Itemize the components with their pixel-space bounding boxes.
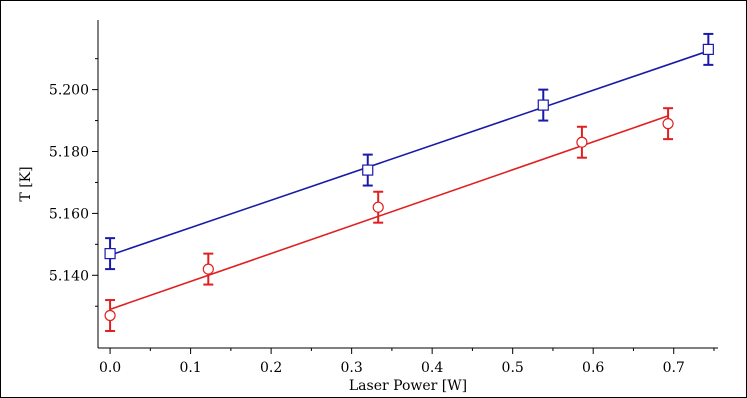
x-tick-label: 0.3 [341, 360, 363, 376]
data-point-square [362, 164, 374, 176]
x-tick-label: 0.7 [663, 360, 685, 376]
fit-lines [109, 50, 709, 311]
x-tick-label: 0.5 [502, 360, 524, 376]
x-axis-label: Laser Power [W] [349, 378, 467, 394]
data-point-circle [372, 201, 384, 213]
x-axis: 0.0 0.1 0.2 0.3 0.4 0.5 0.6 0.7 [99, 348, 715, 376]
y-axis-label: T [K] [18, 166, 34, 201]
x-tick-label: 0.6 [582, 360, 604, 376]
data-point-circle [104, 309, 116, 322]
plot-area [97, 20, 718, 349]
fit-line-square [109, 50, 709, 256]
data-point-circle [662, 118, 674, 130]
y-tick-label: 5.180 [49, 145, 89, 161]
data-point-square [104, 248, 116, 260]
y-tick-label: 5.200 [49, 83, 89, 99]
x-tick-label: 0.2 [260, 360, 282, 376]
data-point-square [702, 43, 714, 55]
x-tick-label: 0.1 [179, 360, 201, 376]
y-tick-label: 5.160 [49, 206, 89, 222]
y-tick-label: 5.140 [49, 268, 89, 284]
x-tick-label: 0.4 [421, 360, 443, 376]
data-point-circle [202, 263, 214, 275]
fit-line-circle [109, 115, 669, 311]
x-tick-label: 0.0 [99, 360, 121, 376]
y-axis: 5.140 5.160 5.180 5.200 [49, 58, 98, 307]
data-point-circle [576, 136, 588, 148]
data-points [104, 32, 714, 332]
data-point-square [537, 99, 549, 111]
